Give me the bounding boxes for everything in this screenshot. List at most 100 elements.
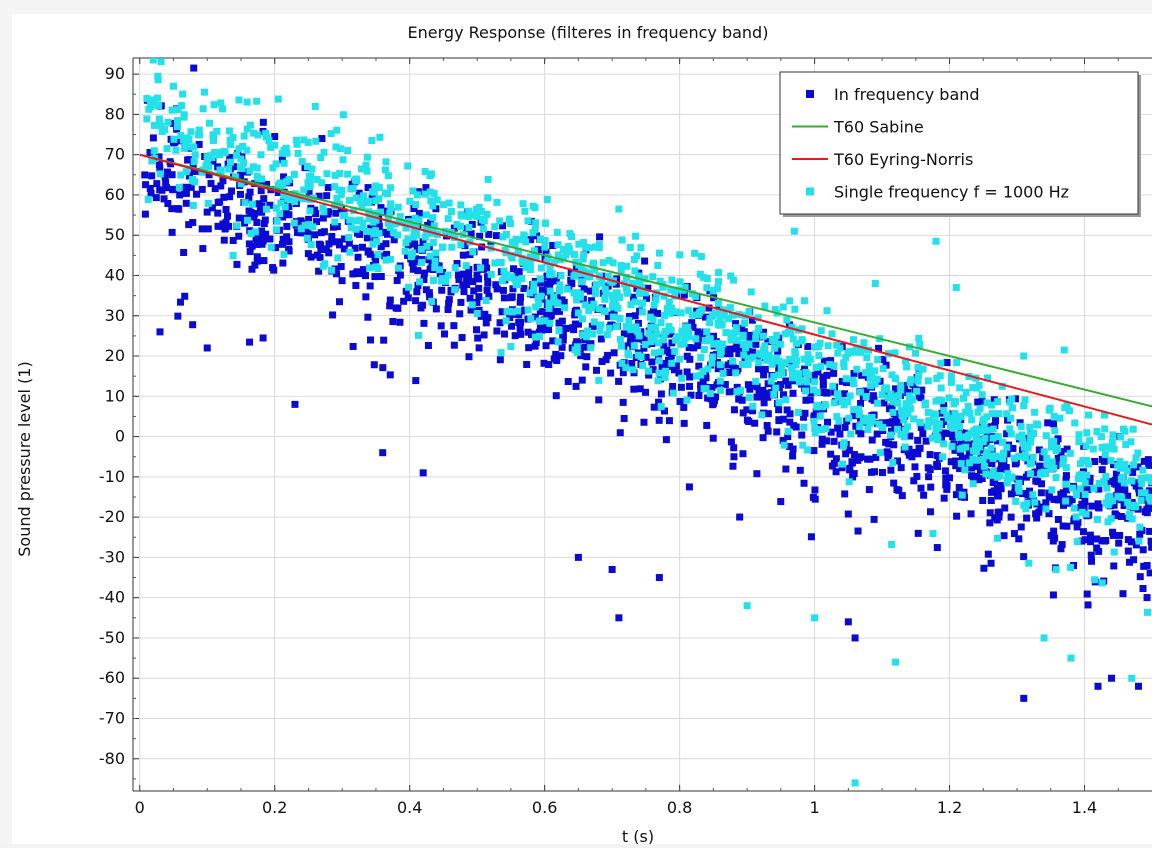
data-point xyxy=(687,391,695,399)
data-point xyxy=(336,145,344,153)
data-point xyxy=(331,171,339,179)
data-point xyxy=(777,364,785,372)
data-point xyxy=(625,313,633,321)
data-point xyxy=(1001,504,1009,512)
data-point xyxy=(182,199,190,207)
data-point xyxy=(810,414,818,422)
data-point xyxy=(402,224,410,232)
data-point xyxy=(522,238,530,246)
data-point xyxy=(350,206,358,214)
data-point xyxy=(897,430,905,438)
data-point xyxy=(316,253,324,261)
data-point xyxy=(803,378,811,386)
data-point xyxy=(675,369,683,377)
data-point xyxy=(347,185,355,193)
data-point xyxy=(1139,546,1147,554)
data-point xyxy=(404,235,412,243)
data-point xyxy=(609,303,617,311)
data-point xyxy=(465,274,473,282)
legend[interactable]: In frequency band T60 Sabine T60 Eyring-No… xyxy=(779,71,1141,217)
data-point xyxy=(305,187,313,195)
data-point xyxy=(570,250,578,258)
data-point xyxy=(907,376,915,384)
data-point xyxy=(830,459,838,467)
data-point xyxy=(1130,556,1138,564)
data-point xyxy=(888,371,896,379)
data-point xyxy=(1050,412,1058,420)
data-point xyxy=(708,359,716,367)
data-point xyxy=(363,227,371,235)
data-point xyxy=(451,233,459,241)
legend-item[interactable]: T60 Sabine xyxy=(792,118,924,137)
data-point xyxy=(832,468,840,476)
data-point xyxy=(771,344,779,352)
data-point xyxy=(272,226,280,234)
data-point xyxy=(616,429,624,437)
data-point xyxy=(583,353,591,361)
data-point xyxy=(598,358,606,366)
data-point xyxy=(824,342,832,350)
data-point xyxy=(1033,420,1041,428)
data-point xyxy=(1021,451,1029,459)
data-point xyxy=(545,326,553,334)
data-point xyxy=(394,231,402,239)
data-point xyxy=(249,163,257,171)
data-point xyxy=(1098,444,1106,452)
data-point xyxy=(515,268,523,276)
data-point xyxy=(850,369,858,377)
data-point xyxy=(419,238,427,246)
data-point xyxy=(444,215,452,223)
data-point xyxy=(1008,404,1016,412)
data-point xyxy=(235,145,243,153)
data-point xyxy=(389,318,397,326)
data-point xyxy=(913,387,921,395)
data-point xyxy=(655,357,663,365)
data-point xyxy=(430,189,438,197)
data-point xyxy=(1093,515,1101,523)
data-point xyxy=(355,189,363,197)
y-tick-label: 80 xyxy=(105,104,125,123)
data-point xyxy=(595,241,603,249)
data-point xyxy=(840,359,848,367)
data-point xyxy=(962,389,970,397)
data-point xyxy=(850,470,858,478)
data-point xyxy=(1103,484,1111,492)
data-point xyxy=(285,176,293,184)
data-point xyxy=(311,102,319,110)
data-point xyxy=(352,281,360,289)
data-point xyxy=(945,474,953,482)
data-point xyxy=(917,423,925,431)
data-point xyxy=(435,262,443,270)
data-point xyxy=(211,185,219,193)
data-point xyxy=(638,300,646,308)
data-point xyxy=(914,363,922,371)
legend-item[interactable]: In frequency band xyxy=(806,85,980,104)
data-point xyxy=(640,344,648,352)
data-point xyxy=(393,277,401,285)
legend-item[interactable]: Single frequency f = 1000 Hz xyxy=(806,183,1069,202)
data-point xyxy=(529,202,537,210)
data-point xyxy=(657,348,665,356)
data-point xyxy=(685,333,693,341)
data-point xyxy=(764,393,772,401)
data-point xyxy=(838,464,846,472)
data-point xyxy=(169,185,177,193)
data-point xyxy=(198,225,206,233)
data-point xyxy=(580,285,588,293)
data-point xyxy=(947,378,955,386)
data-point xyxy=(647,324,655,332)
data-point xyxy=(879,356,887,364)
data-point xyxy=(1124,498,1132,506)
data-point xyxy=(883,419,891,427)
data-point xyxy=(695,362,703,370)
data-point xyxy=(274,95,282,103)
legend-item[interactable]: T60 Eyring-Norris xyxy=(792,150,973,169)
data-point xyxy=(735,395,743,403)
data-point xyxy=(740,351,748,359)
data-point xyxy=(325,240,333,248)
data-point xyxy=(541,243,549,251)
data-point xyxy=(469,278,477,286)
data-point xyxy=(236,163,244,171)
data-point xyxy=(703,284,711,292)
data-point xyxy=(333,126,341,134)
